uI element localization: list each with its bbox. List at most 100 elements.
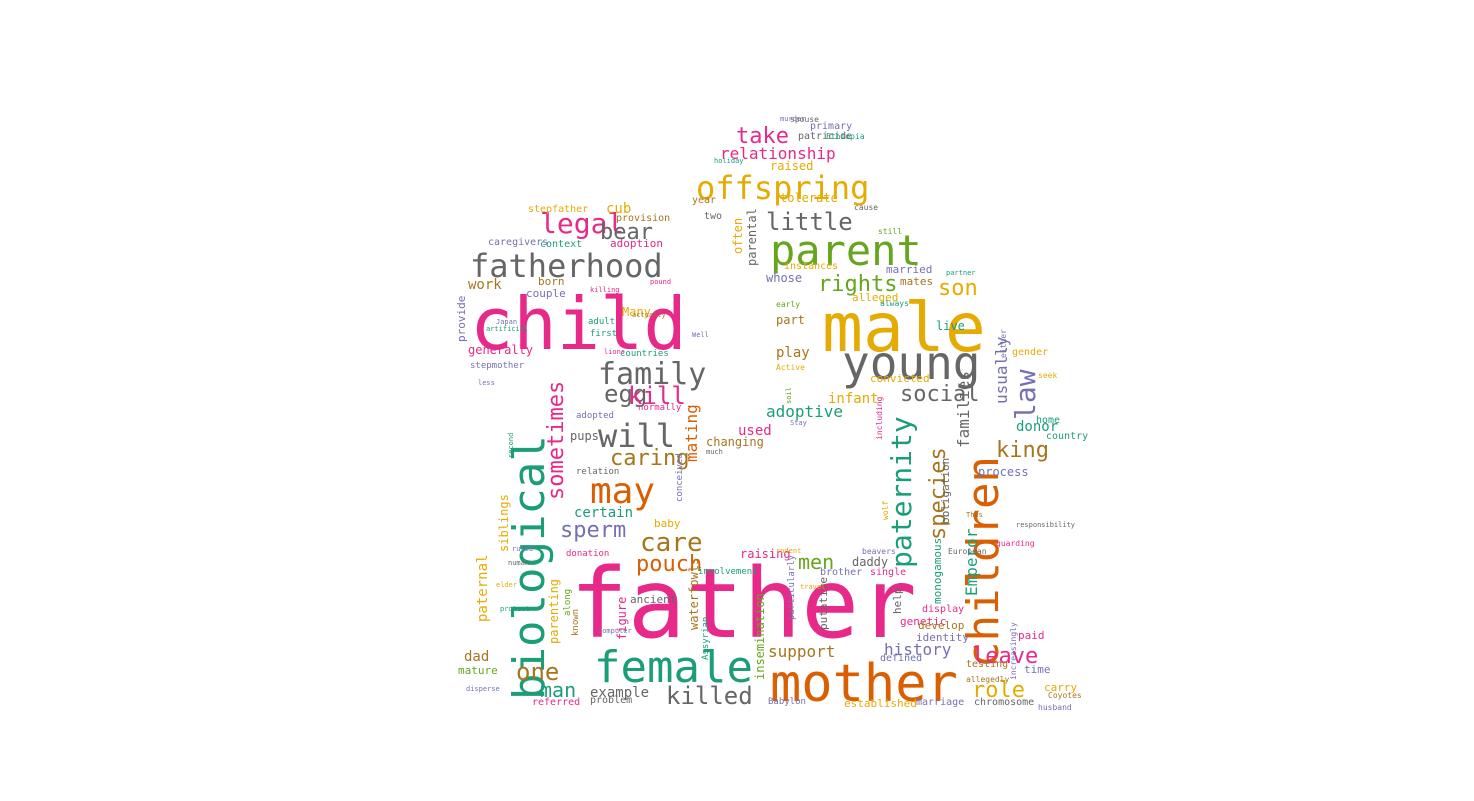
- word-many: Many: [622, 305, 651, 319]
- word-paternity: paternity: [885, 416, 918, 568]
- word-donor: donor: [1016, 419, 1059, 435]
- word-part: part: [776, 313, 805, 327]
- word-carry: carry: [1044, 681, 1078, 694]
- word-may: may: [590, 471, 656, 512]
- word-raising: raising: [740, 547, 791, 561]
- word-take: take: [736, 124, 789, 149]
- word-care: care: [640, 528, 703, 558]
- word-always: always: [880, 299, 909, 308]
- word-computer: computer: [598, 627, 632, 635]
- word-work: work: [468, 277, 502, 293]
- word-legal: legal: [540, 207, 625, 240]
- word-stepmother: stepmother: [470, 361, 525, 371]
- word-donation: donation: [566, 549, 610, 559]
- word-early: early: [776, 300, 801, 309]
- word-increasingly: increasingly: [1009, 622, 1018, 680]
- word-artificial: artificial: [486, 325, 529, 333]
- word-relationship: relationship: [720, 144, 836, 163]
- word-offspring: offspring: [696, 169, 870, 207]
- word-marriage: marriage: [916, 697, 965, 708]
- word-wolf: wolf: [881, 500, 890, 520]
- word-second: second: [507, 432, 515, 458]
- word-elder: elder: [496, 581, 518, 589]
- word-example: example: [590, 685, 650, 701]
- word-soil: soil: [785, 387, 793, 404]
- word-japan: Japan: [496, 318, 518, 326]
- word-changing: changing: [706, 435, 764, 449]
- word-play: play: [776, 345, 810, 361]
- word-king: king: [996, 438, 1049, 463]
- word-born: born: [538, 275, 565, 288]
- word-monogamous: monogamous: [931, 537, 944, 604]
- word-mates: mates: [900, 275, 934, 288]
- word-provide: provide: [455, 295, 468, 342]
- word-bear: bear: [600, 220, 653, 245]
- word-killed: killed: [666, 682, 753, 710]
- word-ancient: ancient: [630, 593, 677, 606]
- word-social: social: [900, 382, 980, 407]
- word-often: often: [731, 217, 745, 254]
- word-including: including: [875, 396, 884, 440]
- word-process: process: [978, 465, 1029, 479]
- word-convicted: convicted: [870, 372, 930, 385]
- word-guarding: guarding: [996, 539, 1035, 548]
- word-man: man: [540, 678, 577, 702]
- word-either: either: [999, 329, 1008, 358]
- word-numan: numan: [508, 559, 530, 567]
- word-cub: cub: [606, 201, 632, 217]
- word-still: still: [878, 227, 903, 236]
- word-kill: kill: [628, 382, 686, 410]
- word-law: law: [1009, 369, 1042, 420]
- word-paid: paid: [1018, 629, 1045, 642]
- word-protect: protect: [500, 605, 530, 613]
- word-infant: infant: [828, 391, 879, 407]
- word-insemination: insemination: [753, 593, 767, 680]
- word-male: male: [822, 289, 986, 368]
- word-first: first: [590, 329, 618, 339]
- word-rights: rights: [818, 272, 898, 297]
- word-assyrian: Assyrian: [701, 616, 711, 660]
- word-responsibility: responsibility: [1016, 521, 1076, 529]
- word-coyotes: Coyotes: [1048, 691, 1082, 700]
- word-men: men: [798, 550, 835, 574]
- word-genetic: genetic: [900, 615, 947, 628]
- word-instances: instances: [784, 261, 839, 272]
- word-egg: egg: [604, 380, 648, 408]
- word-chromosome: chromosome: [974, 697, 1035, 708]
- word-problem: problem: [590, 695, 633, 706]
- word-seek: seek: [1038, 371, 1058, 380]
- word-holiday: holiday: [714, 157, 744, 165]
- word-rodent: rodent: [776, 547, 802, 555]
- word-murder: murder: [780, 115, 806, 123]
- word-relation: relation: [576, 467, 620, 477]
- word-obligation: obligation: [939, 457, 952, 524]
- word-stay: Stay: [790, 419, 807, 427]
- word-disperse: disperse: [466, 685, 500, 693]
- word-involvement: involvement: [698, 567, 758, 577]
- word-well: Well: [692, 331, 709, 339]
- word-used: used: [738, 423, 772, 439]
- word-spouse: spouse: [790, 115, 819, 124]
- word-beavers: beavers: [862, 547, 896, 556]
- word-ethiopia: Ethiopia: [826, 132, 865, 141]
- word-young: young: [842, 336, 981, 390]
- word-sometimes: sometimes: [544, 380, 569, 500]
- word-known: known: [571, 608, 581, 636]
- word-year: year: [692, 195, 717, 206]
- word-gender: gender: [1012, 347, 1049, 358]
- word-less: less: [478, 379, 495, 387]
- word-much: much: [706, 448, 723, 456]
- word-adoption: adoption: [610, 237, 663, 250]
- word-paternal: paternal: [475, 554, 491, 622]
- word-partner: partner: [946, 269, 976, 277]
- word-allegedly: allegedly: [966, 675, 1010, 684]
- word-brother: brother: [820, 567, 863, 578]
- word-european: European: [948, 547, 987, 556]
- word-alleged: alleged: [852, 291, 899, 304]
- word-will: will: [598, 417, 676, 455]
- word-help: help: [891, 587, 904, 615]
- word-married: married: [886, 263, 933, 276]
- word-killing: killing: [590, 286, 620, 294]
- word-particularly: particularly: [787, 554, 797, 620]
